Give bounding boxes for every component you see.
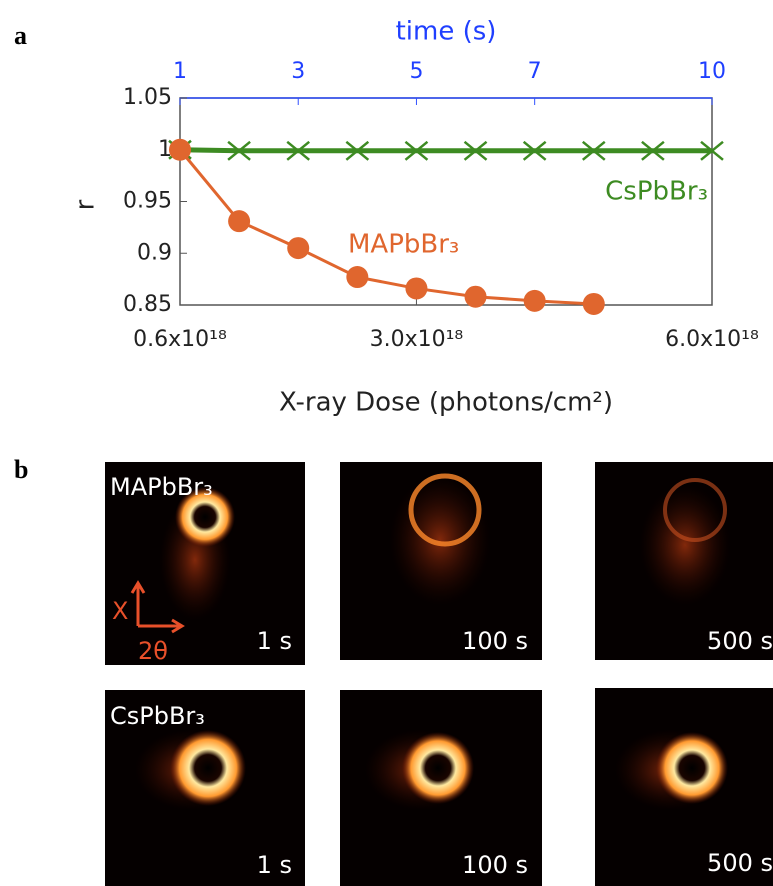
marker xyxy=(583,293,605,315)
y-axis-title: r xyxy=(71,199,101,210)
time-label: 100 s xyxy=(462,627,528,655)
marker xyxy=(287,237,309,259)
x-tick-label: 7 xyxy=(528,59,542,84)
time-label: 1 s xyxy=(257,851,292,879)
time-label: 500 s xyxy=(707,849,773,877)
y-tick-label: 0.95 xyxy=(123,189,172,214)
x-tick-label: 3 xyxy=(291,59,305,84)
x-axis-title: time (s) xyxy=(396,17,497,47)
x2-tick-label: 3.0x10¹⁸ xyxy=(370,327,464,352)
x-tick-label: 1 xyxy=(173,59,187,84)
marker xyxy=(169,139,191,161)
page: a b MAPbBr₃ CsPbBr₃ 1 s 100 s 500 s 1 s … xyxy=(0,0,773,886)
marker xyxy=(405,277,427,299)
x-tick-label: 10 xyxy=(698,59,726,84)
x2-tick-label: 6.0x10¹⁸ xyxy=(665,327,759,352)
row-label: CsPbBr₃ xyxy=(110,702,205,730)
x-tick-label: 5 xyxy=(409,59,423,84)
axis-label: X xyxy=(112,597,128,625)
x2-tick-label: 0.6x10¹⁸ xyxy=(133,327,227,352)
x2-axis-title: X-ray Dose (photons/cm²) xyxy=(279,388,613,418)
y-tick-label: 0.9 xyxy=(137,240,172,265)
time-label: 100 s xyxy=(462,851,528,879)
panel-label: a xyxy=(14,21,27,50)
marker xyxy=(346,266,368,288)
y-tick-label: 1.05 xyxy=(123,85,172,110)
time-label: 500 s xyxy=(707,627,773,655)
images: MAPbBr₃ CsPbBr₃ 1 s 100 s 500 s 1 s 100 … xyxy=(105,462,773,886)
y-tick-label: 0.85 xyxy=(123,292,172,317)
time-label: 1 s xyxy=(257,627,292,655)
axis-label: 2θ xyxy=(138,637,168,665)
panel-label: b xyxy=(14,455,28,484)
marker xyxy=(524,290,546,312)
row-label: MAPbBr₃ xyxy=(110,473,213,501)
marker xyxy=(465,286,487,308)
series-label: MAPbBr₃ xyxy=(348,230,459,260)
marker xyxy=(228,210,250,232)
series-line xyxy=(180,150,712,151)
figure: a b MAPbBr₃ CsPbBr₃ 1 s 100 s 500 s 1 s … xyxy=(0,0,773,886)
series-label: CsPbBr₃ xyxy=(605,177,708,207)
